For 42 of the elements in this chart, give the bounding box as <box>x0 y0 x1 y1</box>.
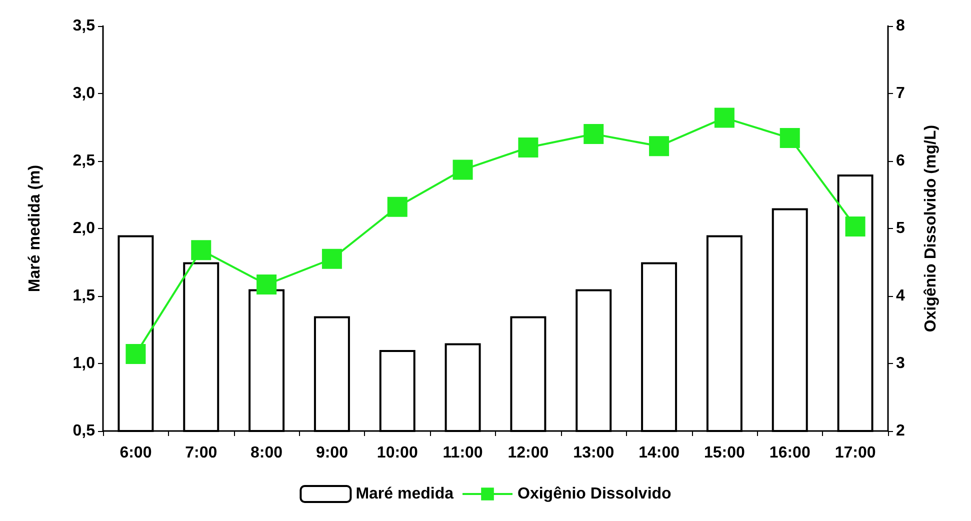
y2-tick-label: 6 <box>896 152 905 170</box>
point <box>584 124 604 144</box>
point <box>191 240 212 260</box>
y2-tick-label: 2 <box>896 422 905 440</box>
point <box>518 138 538 158</box>
point <box>649 136 670 156</box>
y-tick-label: 1,5 <box>72 288 96 304</box>
point <box>845 216 866 236</box>
x-tick-label: 11:00 <box>442 444 483 462</box>
y2-tick-label: 7 <box>896 85 905 102</box>
point <box>322 248 342 269</box>
x-tick-label: 10:00 <box>376 444 418 462</box>
x-tick-label: 6:00 <box>120 444 152 462</box>
point <box>714 108 734 128</box>
y-tick-label: 2,0 <box>72 220 96 237</box>
x-tick-label: 16:00 <box>769 444 810 462</box>
y2-axis-title: Oxigênio Dissolvido (mg/L) <box>922 124 940 332</box>
y-tick-label: 3,5 <box>72 18 96 34</box>
y2-tick-label: 4 <box>896 288 905 304</box>
point <box>256 274 277 295</box>
x-tick-label: 15:00 <box>704 444 746 462</box>
point <box>126 344 146 364</box>
point <box>452 160 473 180</box>
y-tick-label: 3,0 <box>72 85 96 102</box>
y2-tick-label: 5 <box>896 220 905 237</box>
x-tick-label: 8:00 <box>250 444 283 462</box>
x-tick-label: 13:00 <box>573 444 614 462</box>
point <box>780 128 800 148</box>
x-tick-label: 9:00 <box>316 444 348 462</box>
legend-label: Maré medida <box>356 486 454 502</box>
point <box>387 196 408 217</box>
y2-tick-label: 3 <box>896 355 905 372</box>
y-tick-label: 0,5 <box>72 422 96 440</box>
x-tick-label: 17:00 <box>834 444 876 462</box>
x-tick-label: 14:00 <box>638 444 680 462</box>
y2-tick-label: 8 <box>896 18 905 34</box>
y-axis-title: Maré medida (m) <box>26 164 44 292</box>
legend-label: Oxigênio Dissolvido <box>518 486 672 502</box>
x-tick-label: 7:00 <box>185 444 218 462</box>
y-tick-label: 1,0 <box>72 355 96 372</box>
x-tick-label: 12:00 <box>508 444 549 462</box>
y-tick-label: 2,5 <box>72 152 96 170</box>
